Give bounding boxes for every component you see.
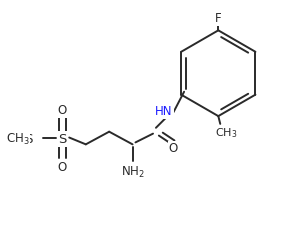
Text: CH$_3$: CH$_3$ — [215, 127, 237, 141]
Text: CH$_3$: CH$_3$ — [6, 132, 29, 147]
Text: NH$_2$: NH$_2$ — [121, 165, 145, 180]
Text: S: S — [58, 133, 66, 146]
Text: O: O — [169, 142, 178, 155]
Text: O: O — [58, 104, 67, 117]
Text: F: F — [215, 12, 222, 25]
Text: S: S — [26, 133, 33, 146]
Text: HN: HN — [155, 105, 172, 118]
Text: O: O — [58, 161, 67, 174]
